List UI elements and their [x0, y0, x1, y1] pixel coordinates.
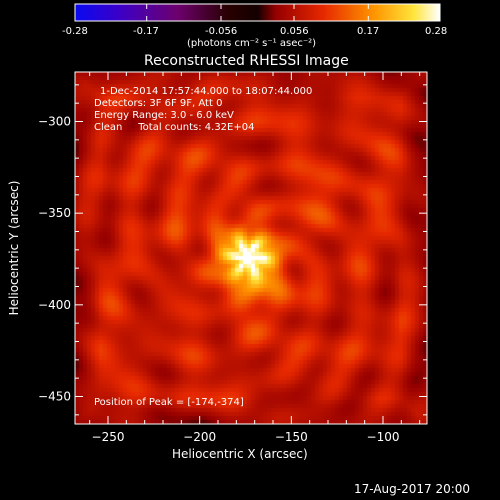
colorbar-tick-label: 0.28 [425, 26, 448, 37]
annotation-energy-range: Energy Range: 3.0 - 6.0 keV [94, 110, 234, 121]
y-tick-label: −450 [38, 390, 71, 404]
y-tick-label: −400 [38, 298, 71, 312]
annotation-peak-position: Position of Peak = [-174,-374] [94, 397, 244, 408]
chart-title: Reconstructed RHESSI Image [144, 53, 349, 69]
x-tick-label: −250 [92, 430, 125, 444]
y-axis-label: Heliocentric Y (arcsec) [7, 180, 21, 316]
annotation-detectors: Detectors: 3F 6F 9F, Att 0 [94, 98, 223, 109]
plot-frame [74, 71, 428, 425]
colorbar-tick-label: 0.17 [357, 26, 380, 37]
y-tick-label: −300 [38, 115, 71, 129]
footer-timestamp: 17-Aug-2017 20:00 [354, 482, 471, 496]
colorbar-frame [74, 3, 441, 22]
colorbar-tick-label: 0.056 [280, 26, 309, 37]
annotation-method: Clean Total counts: 4.32E+04 [94, 122, 255, 133]
colorbar-tick-label: -0.17 [133, 26, 159, 37]
colorbar-ticks [74, 3, 441, 22]
x-tick-label: −100 [367, 430, 400, 444]
colorbar-unit-label: (photons cm⁻² s⁻¹ asec⁻²) [187, 38, 317, 49]
x-tick-label: −200 [183, 430, 216, 444]
colorbar-tick-label: -0.28 [62, 26, 88, 37]
colorbar-tick-label: -0.056 [205, 26, 238, 37]
y-tick-label: −350 [38, 206, 71, 220]
annotation-time-range: 1-Dec-2014 17:57:44.000 to 18:07:44.000 [100, 86, 313, 97]
heatmap-image [75, 72, 427, 424]
colorbar-gradient [75, 4, 440, 21]
x-tick-label: −150 [275, 430, 308, 444]
x-axis-label: Heliocentric X (arcsec) [172, 447, 308, 461]
